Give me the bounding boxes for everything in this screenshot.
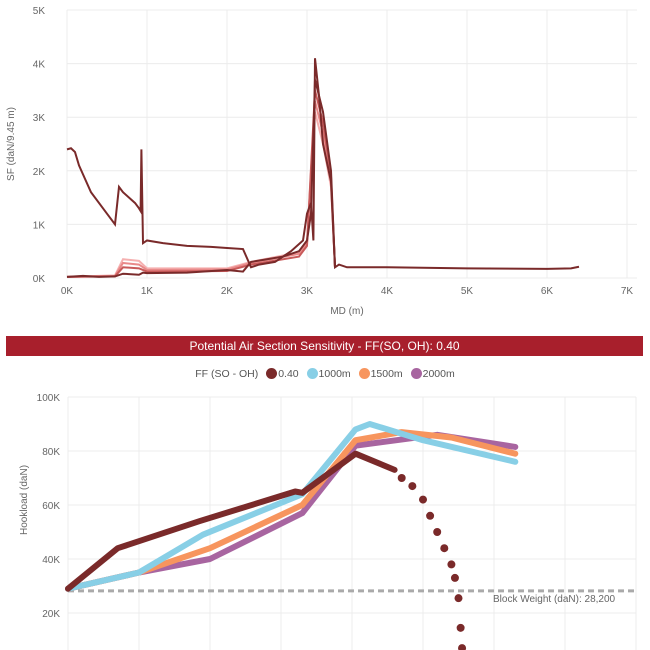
legend-item-1[interactable]: 1000m — [318, 368, 351, 380]
legend: FF (SO - OH) 0.40 1000m 1500m 2000m — [0, 368, 650, 380]
series-line-0.40 — [65, 450, 398, 592]
data-point — [456, 623, 465, 632]
data-point — [450, 573, 459, 582]
legend-swatch-3 — [410, 368, 422, 379]
legend-title: FF (SO - OH) — [195, 368, 259, 380]
sf-chart: 0K 1K 2K 3K 4K 5K 6K 7K 0K 1K 2K 3K 4K 5K MD (m) SF (da… — [6, 6, 637, 317]
legend-item-2[interactable]: 1500m — [370, 368, 403, 380]
data-point — [433, 528, 442, 536]
chart-title-banner: Potential Air Section Sensitivity - FF(S… — [6, 336, 643, 356]
x-tick-label: 3K — [301, 286, 314, 297]
data-point — [454, 594, 463, 603]
data-point — [458, 644, 467, 650]
legend-swatch-2 — [358, 368, 370, 379]
x-tick-label: 7K — [621, 286, 634, 297]
y-tick-label: 60K — [42, 501, 60, 512]
y-tick-label: 3K — [33, 113, 46, 124]
y-axis-label: Hookload (daN) — [19, 465, 30, 535]
legend-item-3[interactable]: 2000m — [422, 368, 455, 380]
data-point — [440, 544, 449, 553]
x-tick-label: 6K — [541, 286, 554, 297]
x-tick-label: 1K — [141, 286, 154, 297]
series-line-1000m — [65, 421, 519, 592]
block-weight-label: Block Weight (daN): 28,200 — [493, 594, 616, 605]
legend-item-0[interactable]: 0.40 — [278, 368, 299, 380]
y-tick-label: 0K — [33, 274, 46, 285]
series-line-lower-2 — [66, 90, 336, 278]
x-tick-label: 2K — [221, 286, 234, 297]
data-point — [397, 474, 406, 482]
y-tick-label: 5K — [33, 6, 46, 17]
data-point — [426, 511, 435, 520]
y-tick-label: 20K — [42, 609, 60, 620]
x-tick-label: 5K — [461, 286, 474, 297]
y-axis-label: SF (daN/9.45 m) — [6, 107, 17, 181]
data-point — [447, 560, 456, 569]
y-tick-label: 4K — [33, 60, 46, 71]
y-tick-label: 1K — [33, 220, 46, 231]
series-line-upper — [66, 58, 580, 270]
y-tick-label: 40K — [42, 555, 60, 566]
hookload-chart: 20K 40K 60K 80K 100K Hookload (daN) Block Weig… — [19, 393, 637, 650]
legend-swatch-1 — [306, 368, 318, 379]
legend-swatch-0 — [266, 368, 278, 379]
y-tick-label: 100K — [37, 393, 61, 404]
y-tick-label: 2K — [33, 167, 46, 178]
data-point — [419, 495, 427, 504]
x-axis-label: MD (m) — [330, 306, 363, 317]
y-tick-label: 80K — [42, 447, 60, 458]
series-line-lower-3 — [66, 100, 336, 278]
x-tick-label: 4K — [381, 286, 394, 297]
data-point — [408, 482, 417, 491]
x-tick-label: 0K — [61, 286, 74, 297]
